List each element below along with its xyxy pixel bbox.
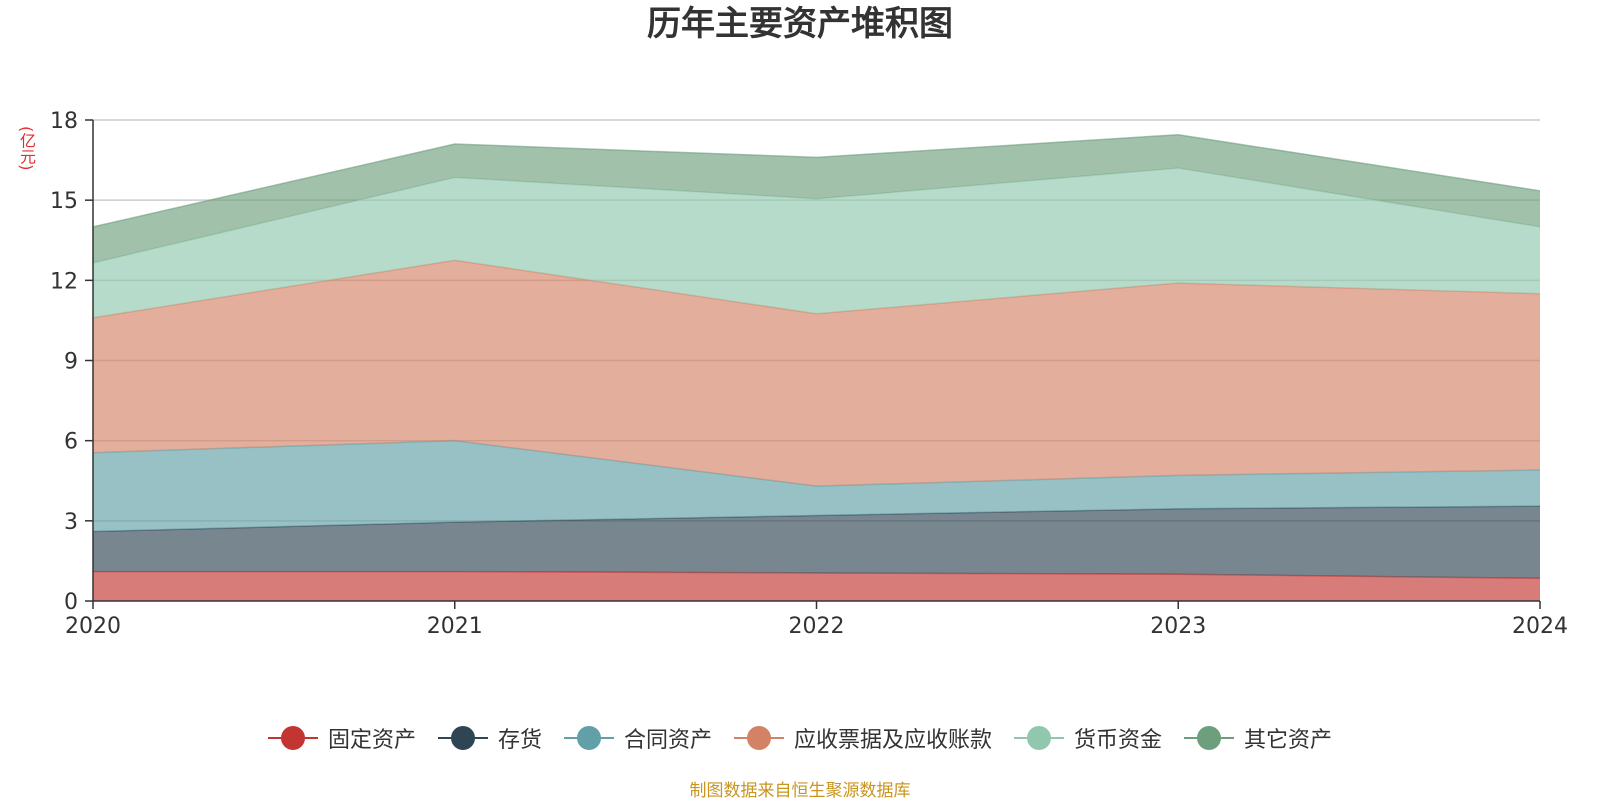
x-tick-label: 2022 <box>789 614 845 639</box>
x-tick-label: 2023 <box>1150 614 1206 639</box>
y-tick-label: 18 <box>50 109 78 134</box>
legend-item-4[interactable]: 应收票据及应收账款 <box>734 722 992 754</box>
area-series-4[interactable] <box>93 260 1540 487</box>
y-tick-label: 9 <box>64 350 78 375</box>
legend-swatch-dot <box>450 726 475 750</box>
chart-title: 历年主要资产堆积图 <box>647 4 953 44</box>
x-tick-label: 2021 <box>427 614 483 639</box>
legend-swatch-dot <box>1197 726 1222 750</box>
series-line-5 <box>92 167 1541 264</box>
legend-item-6[interactable]: 其它资产 <box>1184 722 1332 754</box>
x-tick-label: 2020 <box>65 614 121 639</box>
legend-label: 其它资产 <box>1244 728 1333 753</box>
legend-label: 合同资产 <box>623 728 712 753</box>
source-note: 制图数据来自恒生聚源数据库 <box>689 781 911 801</box>
y-axis-unit-label: (亿元) <box>17 125 36 171</box>
legend-swatch-dot <box>747 726 771 750</box>
y-tick-label: 15 <box>50 189 78 214</box>
legend-label: 应收票据及应收账款 <box>794 728 993 753</box>
x-tick-label: 2024 <box>1512 614 1568 639</box>
legend-label: 存货 <box>497 728 542 753</box>
legend-swatch-dot <box>280 726 305 750</box>
legend-swatch <box>1014 726 1065 750</box>
area-series-6[interactable] <box>93 134 1540 263</box>
legend-swatch <box>734 726 784 750</box>
series-line-6 <box>92 133 1541 228</box>
legend-item-5[interactable]: 货币资金 <box>1014 722 1162 754</box>
legend-swatch <box>1184 726 1235 750</box>
series-line-1 <box>93 570 1541 580</box>
legend-swatch <box>563 726 614 750</box>
legend-item-1[interactable]: 固定资产 <box>267 722 416 754</box>
legend-swatch-dot <box>1027 726 1052 750</box>
y-tick-label: 0 <box>64 590 78 615</box>
legend-swatch <box>267 726 318 750</box>
area-series-3[interactable] <box>93 440 1540 532</box>
legend-item-3[interactable]: 合同资产 <box>563 722 712 754</box>
legend-item-2[interactable]: 存货 <box>437 722 542 754</box>
legend-label: 固定资产 <box>327 728 416 753</box>
area-series-2[interactable] <box>93 506 1540 579</box>
axes: 0 3 6 9 12 15 18 2020 2021 2022 2023 2024 <box>50 109 1568 639</box>
legend-label: 货币资金 <box>1074 728 1163 753</box>
y-tick-label: 6 <box>64 430 78 455</box>
y-tick-label: 3 <box>64 510 78 535</box>
area-series-group <box>92 133 1541 601</box>
legend-swatch <box>437 726 488 750</box>
legend-swatch-dot <box>576 726 601 750</box>
y-tick-label: 12 <box>50 269 78 294</box>
area-series-1[interactable] <box>93 571 1540 601</box>
area-series-5[interactable] <box>93 168 1540 318</box>
legend: 固定资产 存货 合同资产 应收票据及应收账款 货币资金 其它资产 <box>0 722 1600 754</box>
